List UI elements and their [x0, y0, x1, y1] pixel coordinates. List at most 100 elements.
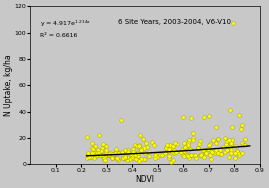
- Point: [110, 153, 115, 156]
- Point: [160, 153, 165, 156]
- Point: [112, 152, 117, 155]
- Point: [164, 146, 169, 149]
- Point: [186, 142, 190, 145]
- Point: [134, 145, 139, 148]
- Point: [87, 156, 91, 159]
- Point: [225, 148, 230, 151]
- Point: [172, 148, 176, 151]
- Point: [107, 152, 111, 155]
- Point: [191, 139, 195, 142]
- Point: [208, 143, 213, 146]
- Point: [163, 151, 167, 154]
- Point: [186, 148, 190, 151]
- Point: [121, 156, 125, 159]
- Point: [232, 157, 237, 160]
- Point: [85, 157, 90, 160]
- Point: [136, 155, 141, 158]
- Point: [175, 143, 179, 146]
- Point: [194, 156, 199, 159]
- Point: [133, 153, 137, 156]
- Point: [139, 147, 143, 150]
- Point: [216, 137, 220, 140]
- Point: [121, 157, 125, 160]
- Point: [104, 150, 108, 153]
- Point: [240, 123, 245, 126]
- Point: [153, 154, 157, 157]
- Point: [96, 134, 101, 137]
- Point: [143, 152, 147, 155]
- Point: [95, 154, 99, 157]
- Point: [197, 143, 201, 146]
- Point: [208, 154, 213, 157]
- Point: [126, 151, 130, 154]
- Point: [169, 150, 174, 153]
- Point: [147, 151, 151, 154]
- Point: [179, 148, 184, 151]
- Point: [158, 153, 162, 156]
- Point: [233, 151, 237, 154]
- Point: [187, 147, 192, 150]
- Point: [182, 142, 187, 145]
- Point: [131, 156, 136, 159]
- Point: [102, 158, 106, 161]
- Point: [180, 154, 185, 157]
- Point: [131, 147, 136, 150]
- Point: [206, 148, 210, 151]
- Point: [103, 155, 107, 158]
- Point: [94, 154, 98, 157]
- Point: [134, 157, 139, 160]
- Point: [110, 156, 115, 159]
- Point: [224, 143, 228, 146]
- Point: [235, 149, 239, 152]
- Point: [207, 115, 211, 118]
- Point: [151, 144, 156, 147]
- Point: [202, 150, 206, 153]
- Point: [221, 145, 225, 148]
- Point: [107, 154, 111, 157]
- Point: [229, 152, 233, 155]
- Point: [116, 152, 121, 155]
- Point: [171, 145, 175, 148]
- Point: [182, 149, 186, 152]
- X-axis label: NDVI: NDVI: [136, 175, 155, 184]
- Point: [86, 152, 90, 155]
- Point: [112, 152, 116, 155]
- Point: [228, 149, 233, 152]
- Point: [96, 148, 101, 151]
- Point: [237, 153, 241, 156]
- Point: [85, 135, 90, 138]
- Point: [214, 148, 218, 151]
- Point: [123, 149, 128, 152]
- Point: [199, 154, 203, 157]
- Point: [193, 154, 197, 157]
- Text: y = 4.917e$^{1.214x}$: y = 4.917e$^{1.214x}$: [40, 19, 91, 29]
- Point: [215, 138, 220, 141]
- Point: [93, 145, 97, 148]
- Point: [103, 158, 107, 161]
- Point: [181, 147, 185, 150]
- Point: [228, 139, 233, 143]
- Point: [142, 157, 146, 160]
- Text: R² = 0.6616: R² = 0.6616: [40, 33, 77, 38]
- Point: [167, 154, 171, 157]
- Point: [187, 156, 191, 159]
- Point: [196, 147, 200, 150]
- Point: [89, 155, 93, 158]
- Point: [182, 155, 186, 158]
- Point: [209, 149, 213, 152]
- Point: [90, 147, 95, 150]
- Point: [102, 156, 106, 159]
- Point: [228, 145, 232, 148]
- Point: [116, 159, 120, 162]
- Point: [131, 151, 135, 154]
- Point: [198, 140, 202, 143]
- Point: [116, 152, 121, 155]
- Point: [201, 149, 206, 152]
- Point: [137, 159, 141, 162]
- Point: [98, 154, 102, 157]
- Point: [143, 158, 147, 161]
- Point: [136, 152, 140, 155]
- Point: [201, 149, 205, 152]
- Point: [99, 154, 104, 157]
- Point: [240, 151, 245, 154]
